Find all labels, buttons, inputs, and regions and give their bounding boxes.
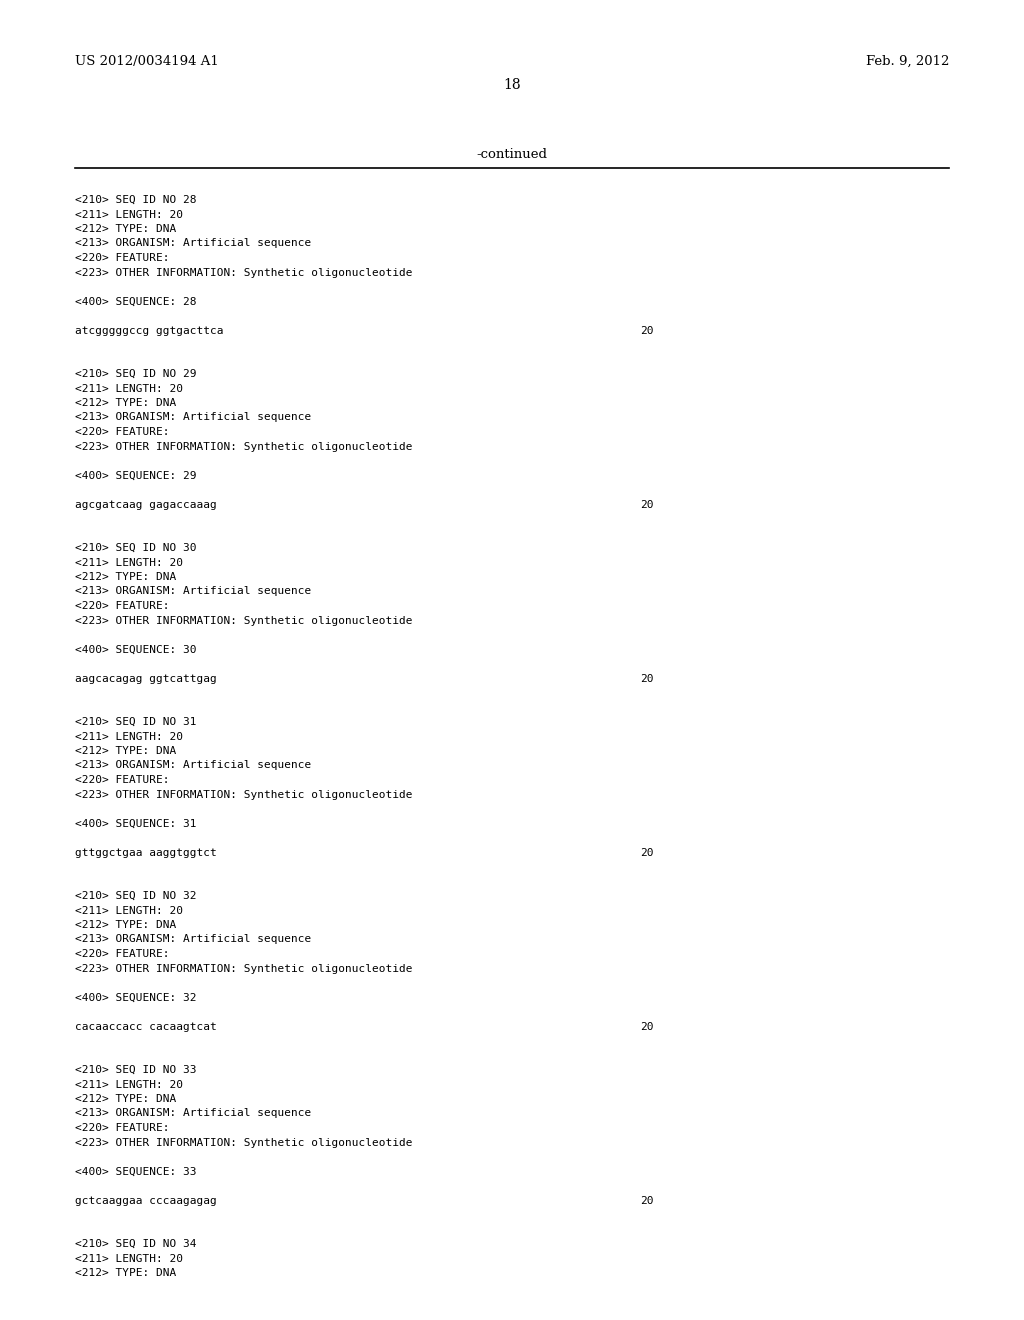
Text: agcgatcaag gagaccaaag: agcgatcaag gagaccaaag — [75, 499, 217, 510]
Text: 20: 20 — [640, 1196, 653, 1205]
Text: <223> OTHER INFORMATION: Synthetic oligonucleotide: <223> OTHER INFORMATION: Synthetic oligo… — [75, 789, 413, 800]
Text: <210> SEQ ID NO 30: <210> SEQ ID NO 30 — [75, 543, 197, 553]
Text: <211> LENGTH: 20: <211> LENGTH: 20 — [75, 384, 183, 393]
Text: <212> TYPE: DNA: <212> TYPE: DNA — [75, 572, 176, 582]
Text: <223> OTHER INFORMATION: Synthetic oligonucleotide: <223> OTHER INFORMATION: Synthetic oligo… — [75, 268, 413, 277]
Text: <212> TYPE: DNA: <212> TYPE: DNA — [75, 399, 176, 408]
Text: <213> ORGANISM: Artificial sequence: <213> ORGANISM: Artificial sequence — [75, 1109, 311, 1118]
Text: <211> LENGTH: 20: <211> LENGTH: 20 — [75, 906, 183, 916]
Text: <213> ORGANISM: Artificial sequence: <213> ORGANISM: Artificial sequence — [75, 239, 311, 248]
Text: <223> OTHER INFORMATION: Synthetic oligonucleotide: <223> OTHER INFORMATION: Synthetic oligo… — [75, 615, 413, 626]
Text: <211> LENGTH: 20: <211> LENGTH: 20 — [75, 210, 183, 219]
Text: <212> TYPE: DNA: <212> TYPE: DNA — [75, 224, 176, 234]
Text: <223> OTHER INFORMATION: Synthetic oligonucleotide: <223> OTHER INFORMATION: Synthetic oligo… — [75, 1138, 413, 1147]
Text: <211> LENGTH: 20: <211> LENGTH: 20 — [75, 557, 183, 568]
Text: 20: 20 — [640, 499, 653, 510]
Text: <211> LENGTH: 20: <211> LENGTH: 20 — [75, 1254, 183, 1263]
Text: <212> TYPE: DNA: <212> TYPE: DNA — [75, 920, 176, 931]
Text: aagcacagag ggtcattgag: aagcacagag ggtcattgag — [75, 673, 217, 684]
Text: atcgggggccg ggtgacttca: atcgggggccg ggtgacttca — [75, 326, 223, 335]
Text: 18: 18 — [503, 78, 521, 92]
Text: <220> FEATURE:: <220> FEATURE: — [75, 1123, 170, 1133]
Text: gttggctgaa aaggtggtct: gttggctgaa aaggtggtct — [75, 847, 217, 858]
Text: <220> FEATURE:: <220> FEATURE: — [75, 601, 170, 611]
Text: <400> SEQUENCE: 31: <400> SEQUENCE: 31 — [75, 818, 197, 829]
Text: <400> SEQUENCE: 33: <400> SEQUENCE: 33 — [75, 1167, 197, 1176]
Text: <210> SEQ ID NO 34: <210> SEQ ID NO 34 — [75, 1239, 197, 1249]
Text: <220> FEATURE:: <220> FEATURE: — [75, 253, 170, 263]
Text: US 2012/0034194 A1: US 2012/0034194 A1 — [75, 55, 219, 69]
Text: <213> ORGANISM: Artificial sequence: <213> ORGANISM: Artificial sequence — [75, 412, 311, 422]
Text: <212> TYPE: DNA: <212> TYPE: DNA — [75, 746, 176, 756]
Text: <212> TYPE: DNA: <212> TYPE: DNA — [75, 1094, 176, 1104]
Text: <400> SEQUENCE: 28: <400> SEQUENCE: 28 — [75, 297, 197, 306]
Text: <400> SEQUENCE: 29: <400> SEQUENCE: 29 — [75, 470, 197, 480]
Text: <210> SEQ ID NO 31: <210> SEQ ID NO 31 — [75, 717, 197, 727]
Text: <220> FEATURE:: <220> FEATURE: — [75, 949, 170, 960]
Text: 20: 20 — [640, 673, 653, 684]
Text: <400> SEQUENCE: 32: <400> SEQUENCE: 32 — [75, 993, 197, 1002]
Text: 20: 20 — [640, 847, 653, 858]
Text: <210> SEQ ID NO 28: <210> SEQ ID NO 28 — [75, 195, 197, 205]
Text: <400> SEQUENCE: 30: <400> SEQUENCE: 30 — [75, 644, 197, 655]
Text: -continued: -continued — [476, 148, 548, 161]
Text: <213> ORGANISM: Artificial sequence: <213> ORGANISM: Artificial sequence — [75, 935, 311, 945]
Text: <220> FEATURE:: <220> FEATURE: — [75, 426, 170, 437]
Text: <211> LENGTH: 20: <211> LENGTH: 20 — [75, 731, 183, 742]
Text: <223> OTHER INFORMATION: Synthetic oligonucleotide: <223> OTHER INFORMATION: Synthetic oligo… — [75, 964, 413, 974]
Text: <210> SEQ ID NO 29: <210> SEQ ID NO 29 — [75, 370, 197, 379]
Text: Feb. 9, 2012: Feb. 9, 2012 — [865, 55, 949, 69]
Text: <210> SEQ ID NO 33: <210> SEQ ID NO 33 — [75, 1065, 197, 1074]
Text: <212> TYPE: DNA: <212> TYPE: DNA — [75, 1269, 176, 1278]
Text: <223> OTHER INFORMATION: Synthetic oligonucleotide: <223> OTHER INFORMATION: Synthetic oligo… — [75, 441, 413, 451]
Text: cacaaccacc cacaagtcat: cacaaccacc cacaagtcat — [75, 1022, 217, 1031]
Text: gctcaaggaa cccaagagag: gctcaaggaa cccaagagag — [75, 1196, 217, 1205]
Text: <220> FEATURE:: <220> FEATURE: — [75, 775, 170, 785]
Text: <213> ORGANISM: Artificial sequence: <213> ORGANISM: Artificial sequence — [75, 760, 311, 771]
Text: <211> LENGTH: 20: <211> LENGTH: 20 — [75, 1080, 183, 1089]
Text: <210> SEQ ID NO 32: <210> SEQ ID NO 32 — [75, 891, 197, 902]
Text: 20: 20 — [640, 1022, 653, 1031]
Text: 20: 20 — [640, 326, 653, 335]
Text: <213> ORGANISM: Artificial sequence: <213> ORGANISM: Artificial sequence — [75, 586, 311, 597]
